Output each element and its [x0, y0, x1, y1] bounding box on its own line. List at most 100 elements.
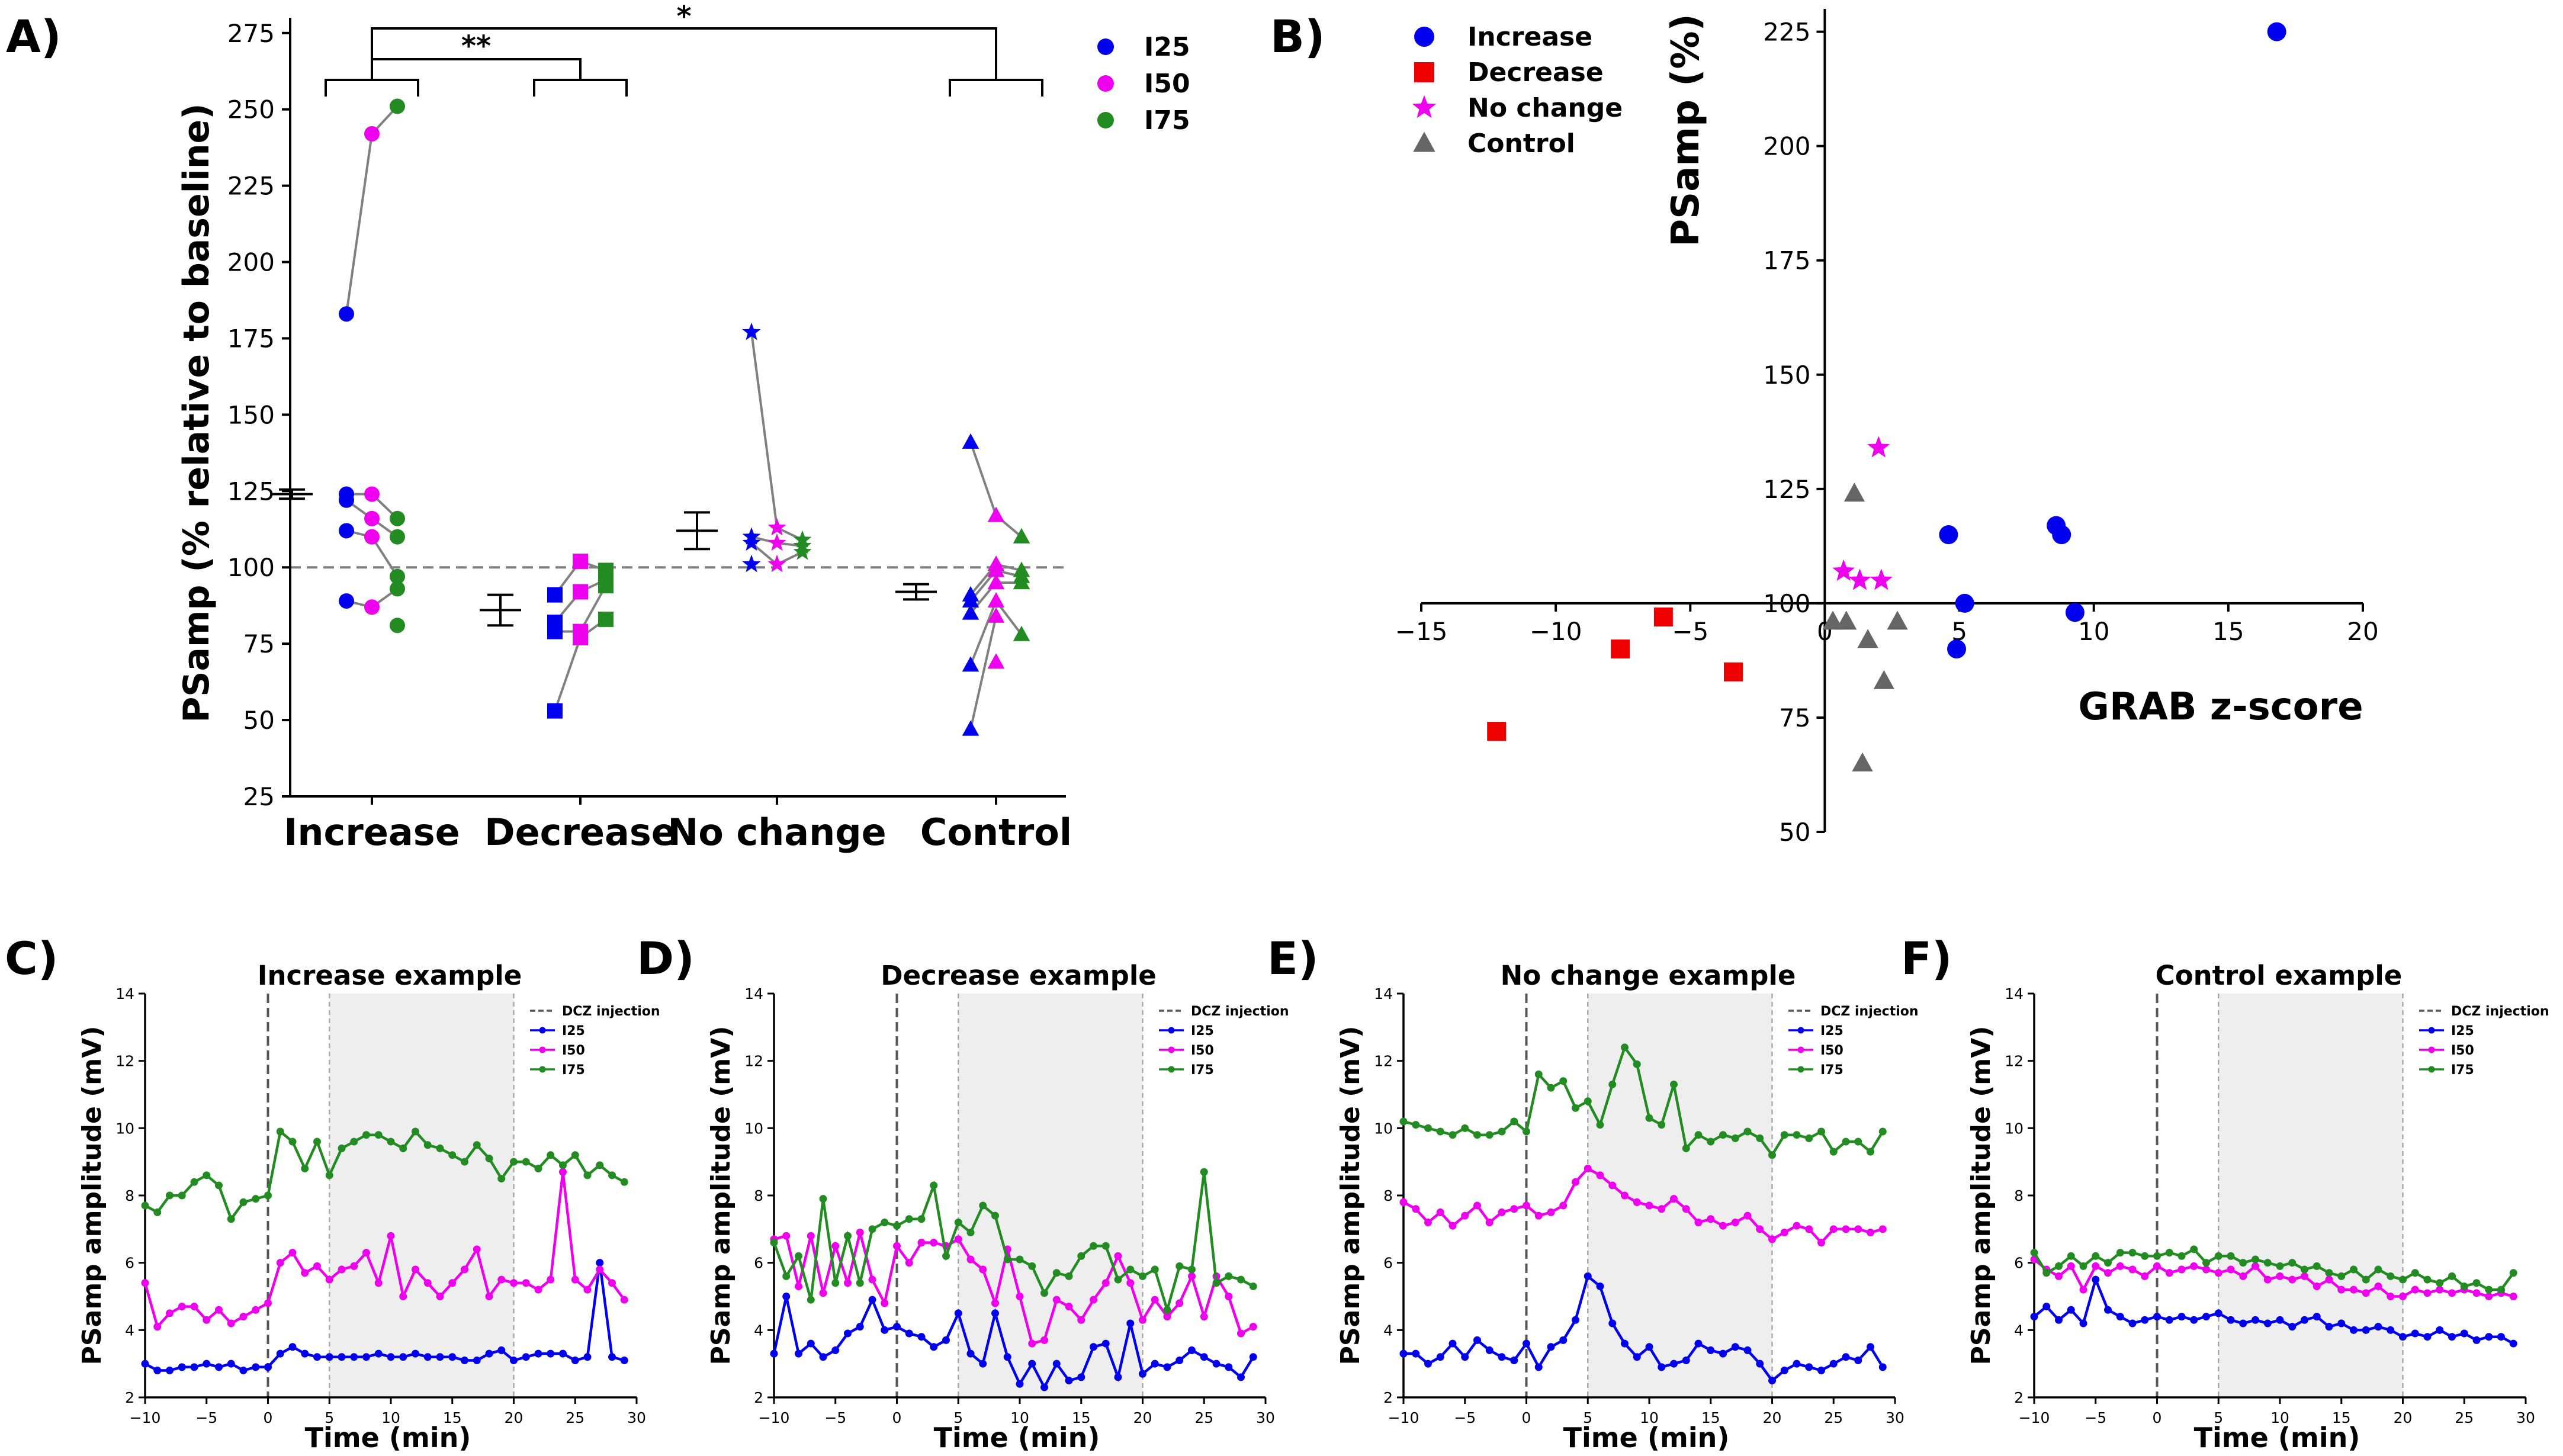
y-tick-label: 2 [125, 1389, 134, 1406]
data-point-i75 [1473, 1131, 1481, 1139]
data-point-i25 [962, 592, 979, 608]
x-tick-label: 10 [1640, 1409, 1659, 1426]
data-point-i25 [1547, 1343, 1555, 1351]
data-point-i50 [2374, 1282, 2382, 1290]
x-tick-label: 15 [2332, 1409, 2351, 1426]
data-point-i50 [1534, 1211, 1543, 1220]
data-point-i75 [1756, 1134, 1764, 1142]
data-point-i25 [547, 587, 563, 603]
data-point-i50 [1200, 1313, 1208, 1321]
data-point-i25 [2239, 1319, 2247, 1328]
data-point-i25 [1101, 1339, 1110, 1348]
data-point-i75 [473, 1141, 481, 1149]
data-point-i75 [1424, 1124, 1432, 1132]
data-point-i25 [742, 322, 761, 340]
y-tick-label: 50 [1779, 818, 1810, 847]
data-point-i50 [313, 1262, 321, 1270]
data-point-i75 [2460, 1282, 2468, 1290]
data-point-i25 [399, 1353, 407, 1361]
data-point-i50 [620, 1296, 628, 1304]
data-point-i25 [1412, 1349, 1420, 1358]
x-tick-label: 30 [627, 1409, 646, 1426]
data-point-i75 [1065, 1272, 1073, 1280]
analysis-window-shade [329, 994, 514, 1397]
data-point-i50 [917, 1239, 926, 1247]
data-point-i75 [2214, 1252, 2222, 1260]
panel-e-chart: −10 −5 0 5 10 15 20 25 30 2 4 6 8 10 12 14 Time (min) PSa… [1335, 960, 1919, 1454]
data-point-control [1857, 629, 1878, 648]
data-point-i75 [2030, 1249, 2038, 1257]
data-point-i75 [1225, 1272, 1233, 1280]
data-point-i25 [2055, 1316, 2063, 1324]
legend-marker-i25 [1797, 1027, 1804, 1034]
data-point-i25 [1743, 1346, 1752, 1354]
y-tick-label: 4 [2014, 1322, 2024, 1339]
data-point-i25 [547, 703, 563, 719]
data-point-i75 [166, 1191, 174, 1200]
data-point-i50 [987, 561, 1005, 577]
data-point-i50 [1114, 1252, 1122, 1260]
y-tick-label: 200 [227, 248, 275, 277]
data-point-i50 [2448, 1289, 2456, 1297]
data-point-no-change [1870, 568, 1893, 590]
data-point-i50 [2252, 1262, 2259, 1270]
data-point-i50 [436, 1293, 444, 1300]
data-point-i75 [436, 1144, 444, 1152]
data-point-i75 [2485, 1285, 2493, 1294]
data-point-i25 [742, 554, 761, 573]
data-point-i50 [2055, 1272, 2063, 1280]
x-tick-label: −10 [1388, 1409, 1419, 1426]
data-point-i50 [856, 1229, 864, 1237]
data-point-i25 [153, 1367, 162, 1375]
data-point-i25 [2448, 1333, 2456, 1341]
data-point-i25 [893, 1323, 901, 1331]
y-tick-label: 6 [754, 1255, 763, 1272]
data-point-i25 [448, 1353, 457, 1361]
data-point-i75 [390, 618, 405, 634]
data-point-i25 [1448, 1339, 1457, 1348]
data-point-i50 [301, 1269, 309, 1277]
data-point-i75 [1780, 1131, 1788, 1139]
data-point-i25 [2141, 1316, 2149, 1324]
data-point-i50 [399, 1293, 407, 1300]
data-point-i50 [2423, 1289, 2432, 1297]
data-point-i25 [423, 1353, 432, 1361]
data-point-i50 [276, 1259, 284, 1267]
data-point-i75 [620, 1178, 628, 1186]
data-point-i50 [1731, 1218, 1739, 1226]
data-point-i25 [966, 1349, 975, 1358]
data-point-i25 [1436, 1353, 1444, 1361]
data-point-i50 [485, 1293, 493, 1300]
data-point-i25 [807, 1339, 815, 1348]
data-point-i50 [573, 553, 588, 569]
y-tick-label: 14 [744, 985, 763, 1002]
data-point-i75 [868, 1225, 876, 1233]
data-point-i75 [390, 529, 405, 545]
data-point-i75 [1658, 1121, 1666, 1129]
y-tick-label: 12 [2005, 1053, 2024, 1070]
data-point-i75 [2436, 1279, 2444, 1287]
data-point-i75 [1793, 1131, 1801, 1139]
data-point-i25 [1052, 1359, 1061, 1368]
data-point-i50 [1151, 1296, 1159, 1304]
data-point-i50 [1878, 1225, 1887, 1233]
series-line-i75 [772, 1171, 1254, 1315]
data-point-i50 [2411, 1285, 2419, 1294]
panel-a-chart: 25 50 75 100 125 150 175 200 225 250 275 Increase De… [176, 0, 1190, 854]
data-point-i75 [1237, 1275, 1245, 1284]
data-point-i75 [1867, 1148, 1874, 1156]
data-point-i50 [362, 1249, 370, 1257]
data-point-i75 [2153, 1252, 2161, 1260]
chart-title: Increase example [258, 960, 522, 991]
panel-label-d: D) [637, 932, 695, 985]
x-tick-label: 15 [2212, 617, 2244, 646]
x-tick-label: 25 [2455, 1409, 2474, 1426]
y-tick-label: 100 [227, 553, 275, 582]
data-point-i25 [2030, 1313, 2038, 1321]
legend-marker-no-change [1412, 95, 1437, 118]
data-point-i50 [1793, 1222, 1801, 1230]
data-point-i25 [339, 593, 354, 609]
data-point-i75 [1608, 1080, 1617, 1088]
data-point-i50 [1090, 1296, 1097, 1304]
data-point-i25 [339, 306, 354, 322]
